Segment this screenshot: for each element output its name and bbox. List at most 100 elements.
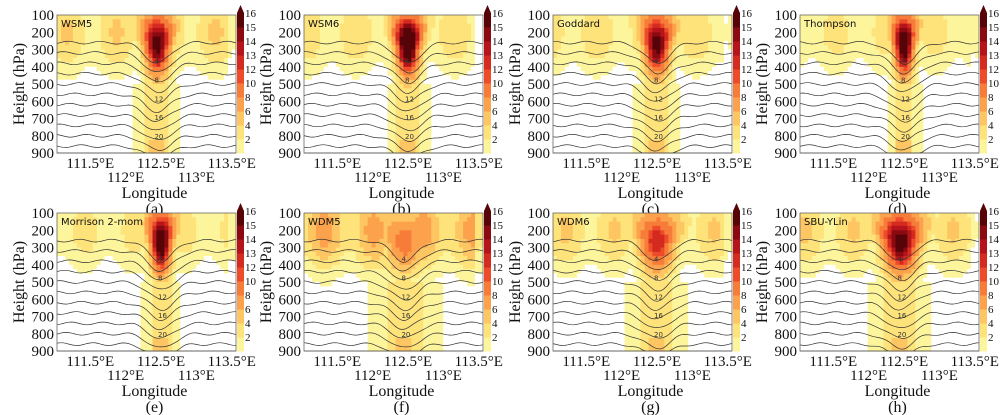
field-cell (656, 122, 661, 128)
field-cell (608, 40, 614, 46)
field-cell (680, 122, 685, 128)
field-cell (708, 32, 713, 38)
field-cell (208, 105, 213, 111)
field-cell (128, 105, 134, 111)
field-cell (815, 23, 821, 29)
field-cell (624, 75, 630, 81)
field-cell (839, 79, 845, 85)
field-cell (319, 66, 325, 72)
field-cell (620, 101, 626, 107)
field-cell (616, 109, 622, 115)
field-cell (152, 105, 158, 111)
field-cell (431, 144, 436, 150)
field-cell (692, 118, 697, 124)
field-cell (108, 84, 114, 89)
field-cell (843, 114, 849, 120)
field-cell (319, 19, 325, 25)
field-cell (176, 58, 181, 63)
field-cell (76, 23, 82, 29)
field-cell (160, 105, 165, 111)
field-cell (804, 75, 809, 81)
shaded-field (304, 15, 484, 154)
colorbar-tick-label: 15 (245, 22, 257, 34)
field-cell (459, 32, 464, 38)
field-cell (339, 75, 345, 81)
field-cell (315, 144, 321, 150)
field-cell (728, 105, 733, 111)
field-cell (704, 15, 709, 20)
field-cell (716, 49, 721, 55)
field-cell (68, 75, 74, 81)
field-cell (375, 71, 381, 76)
field-cell (680, 40, 685, 46)
field-cell (708, 79, 713, 85)
field-cell (160, 79, 165, 85)
field-cell (580, 58, 586, 63)
field-cell (451, 19, 456, 25)
field-cell (72, 53, 78, 59)
field-cell (839, 53, 845, 59)
field-cell (479, 135, 484, 141)
field-cell (564, 58, 570, 63)
field-cell (172, 105, 177, 111)
field-cell (116, 53, 122, 59)
field-cell (84, 36, 90, 42)
field-cell (800, 135, 805, 141)
field-cell (359, 122, 365, 128)
field-cell (827, 62, 833, 68)
field-cell (616, 135, 622, 141)
field-cell (112, 101, 118, 107)
colorbar-tick-label: 13 (245, 50, 257, 62)
field-cell (156, 40, 161, 46)
field-cell (371, 96, 377, 102)
field-cell (640, 15, 646, 20)
field-cell (112, 131, 118, 137)
field-cell (204, 109, 209, 115)
field-cell (68, 36, 74, 42)
field-cell (455, 101, 460, 107)
field-cell (315, 122, 321, 128)
field-cell (136, 27, 142, 33)
field-cell (839, 45, 845, 51)
field-cell (561, 148, 566, 154)
field-cell (415, 114, 420, 120)
field-cell (684, 96, 689, 102)
field-cell (451, 36, 456, 42)
field-cell (584, 114, 590, 120)
field-cell (564, 79, 570, 85)
field-cell (72, 92, 78, 98)
field-cell (568, 131, 574, 137)
field-cell (564, 27, 570, 33)
field-cell (648, 53, 654, 59)
field-cell (572, 140, 578, 145)
field-cell (584, 92, 590, 98)
field-cell (843, 118, 849, 124)
y-tick-label: 400 (32, 60, 55, 76)
field-cell (108, 23, 114, 29)
field-cell (847, 96, 853, 102)
field-cell (415, 144, 420, 150)
field-cell (124, 32, 130, 38)
field-cell (72, 96, 78, 102)
field-cell (363, 114, 369, 120)
field-cell (680, 75, 685, 81)
field-cell (140, 36, 146, 42)
field-cell (172, 127, 177, 132)
field-cell (684, 19, 689, 25)
colorbar-swatch (484, 139, 491, 154)
field-cell (371, 66, 377, 72)
field-cell (561, 19, 566, 25)
field-cell (724, 58, 729, 63)
field-cell (367, 131, 373, 137)
field-cell (308, 36, 313, 42)
field-cell (164, 45, 169, 51)
field-cell (839, 127, 845, 132)
field-cell (608, 53, 614, 59)
field-cell (624, 109, 630, 115)
field-cell (112, 84, 118, 89)
field-cell (148, 62, 154, 68)
field-cell (819, 79, 825, 85)
field-cell (164, 71, 169, 76)
field-cell (216, 53, 221, 59)
field-cell (379, 45, 385, 51)
